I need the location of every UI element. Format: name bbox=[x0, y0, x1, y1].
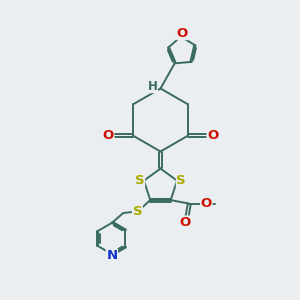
Text: S: S bbox=[133, 205, 142, 218]
Text: O: O bbox=[180, 216, 191, 229]
Text: O: O bbox=[102, 129, 114, 142]
Text: S: S bbox=[135, 173, 145, 187]
Text: O: O bbox=[177, 27, 188, 40]
Text: H: H bbox=[148, 80, 157, 93]
Text: O: O bbox=[201, 197, 212, 210]
Text: S: S bbox=[176, 173, 186, 187]
Text: O: O bbox=[207, 129, 219, 142]
Text: N: N bbox=[106, 249, 117, 262]
